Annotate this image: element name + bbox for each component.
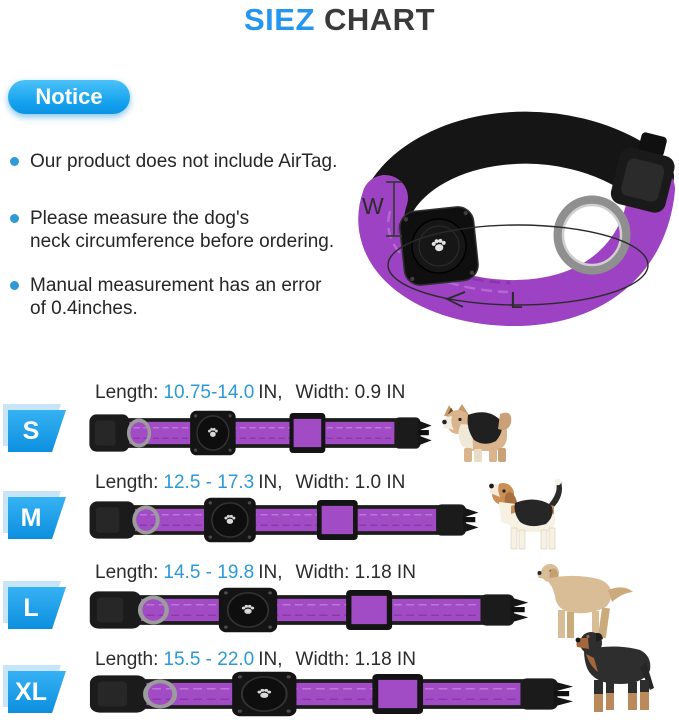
airtag-holder <box>399 206 479 286</box>
length-unit-text: IN, <box>258 472 283 493</box>
length-unit-text: IN, <box>258 382 283 403</box>
notice-bullet-2: Please measure the dog's neck circumfere… <box>10 207 334 253</box>
length-label: L <box>510 287 523 313</box>
beagle-dog-icon <box>489 478 562 550</box>
bullet-2-line-1: Please measure the dog's <box>30 208 250 229</box>
size-xl-caption: Length: 15.5 - 22.0 IN, Width: 1.18 IN <box>95 648 416 672</box>
width-value-text: Width: 1.18 IN <box>295 649 416 670</box>
collar-buckle <box>610 132 675 213</box>
bullet-dot-icon <box>10 214 19 223</box>
collar-illustration <box>358 111 675 327</box>
size-s-badge: S <box>3 404 66 452</box>
golden-retriever-dog-icon <box>537 564 633 639</box>
metal-d-ring <box>553 195 631 275</box>
width-measure-bracket <box>386 181 402 237</box>
bullet-dot-icon <box>10 157 19 166</box>
page-title: SIEZ CHART <box>0 2 679 38</box>
length-label-text: Length: <box>95 562 159 583</box>
length-unit-text: IN, <box>258 562 283 583</box>
length-measure-ellipse <box>387 224 649 306</box>
rottweiler-dog-icon <box>575 632 654 712</box>
collar-webbing <box>358 166 675 327</box>
bullet-3-line-2: of 0.4inches. <box>30 298 138 319</box>
bullet-1-line-1: Our product does not include AirTag. <box>30 151 338 172</box>
length-arrowhead <box>444 291 466 308</box>
length-label-text: Length: <box>95 382 159 403</box>
notice-badge: Notice <box>8 80 130 114</box>
notice-bullet-1: Our product does not include AirTag. <box>10 150 337 173</box>
bullet-3-line-1: Manual measurement has an error <box>30 275 322 296</box>
length-range-value: 10.75-14.0 <box>163 382 255 403</box>
size-m-collar-image <box>88 494 480 546</box>
notice-label: Notice <box>35 84 103 109</box>
collar-hero-image: W L <box>330 103 679 335</box>
size-l-caption: Length: 14.5 - 19.8 IN, Width: 1.18 IN <box>95 561 416 585</box>
length-range-value: 12.5 - 17.3 <box>163 472 255 493</box>
width-label: W <box>362 193 384 219</box>
length-range-value: 14.5 - 19.8 <box>163 562 255 583</box>
corgi-dog-icon <box>442 404 512 462</box>
bullet-dot-icon <box>10 281 19 290</box>
size-l-collar-image <box>88 584 530 636</box>
size-m-caption: Length: 12.5 - 17.3 IN, Width: 1.0 IN <box>95 471 405 495</box>
notice-bullet-3: Manual measurement has an error of 0.4in… <box>10 274 321 320</box>
size-s-caption: Length: 10.75-14.0 IN, Width: 0.9 IN <box>95 381 405 405</box>
size-xl-collar-image <box>88 668 575 720</box>
size-s-label: S <box>8 410 66 452</box>
length-unit-text: IN, <box>258 649 283 670</box>
title-highlight: SIEZ <box>243 2 315 37</box>
bullet-2-line-2: neck circumference before ordering. <box>30 231 335 252</box>
size-m-label: M <box>8 497 66 539</box>
collar-inner-lining <box>362 111 674 229</box>
width-value-text: Width: 1.18 IN <box>295 562 416 583</box>
length-label-text: Length: <box>95 472 159 493</box>
title-rest: CHART <box>324 2 436 37</box>
size-l-badge: L <box>3 581 66 629</box>
width-value-text: Width: 1.0 IN <box>295 472 406 493</box>
size-s-collar-image <box>88 407 433 459</box>
width-value-text: Width: 0.9 IN <box>295 382 406 403</box>
size-xl-badge: XL <box>3 665 66 713</box>
length-label-text: Length: <box>95 649 159 670</box>
size-m-badge: M <box>3 491 66 539</box>
size-l-label: L <box>8 587 66 629</box>
size-xl-label: XL <box>8 671 66 713</box>
length-range-value: 15.5 - 22.0 <box>163 649 255 670</box>
